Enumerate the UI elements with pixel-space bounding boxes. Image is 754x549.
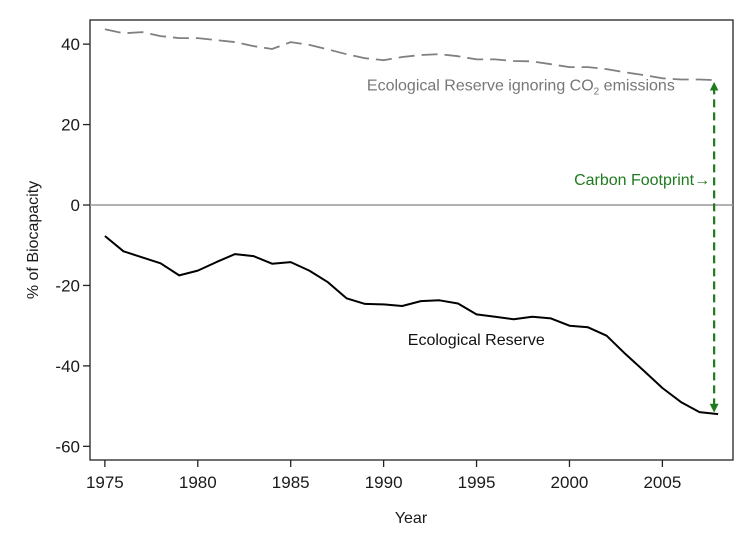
x-tick-label: 1985 bbox=[272, 473, 310, 492]
arrow-right-icon: → bbox=[694, 172, 710, 189]
y-tick-label: 0 bbox=[71, 196, 80, 215]
y-tick-label: -40 bbox=[55, 357, 80, 376]
y-tick-label: 40 bbox=[61, 35, 80, 54]
x-axis: 1975 1980 1985 1990 1995 2000 2005 bbox=[86, 460, 681, 492]
series-layer bbox=[104, 28, 719, 416]
x-tick-label: 1975 bbox=[86, 473, 124, 492]
x-tick-label: 1980 bbox=[179, 473, 217, 492]
series-label-suffix: emissions bbox=[599, 77, 675, 94]
carbon-footprint-label: Carbon Footprint→ bbox=[574, 172, 710, 189]
series-line-ecological-reserve bbox=[104, 235, 719, 416]
x-tick-label: 2000 bbox=[551, 473, 589, 492]
x-axis-title: Year bbox=[395, 510, 428, 527]
series-line-ignoring-co2 bbox=[104, 28, 719, 82]
y-tick-label: -20 bbox=[55, 276, 80, 295]
y-tick-label: 20 bbox=[61, 116, 80, 135]
series-label-subscript: 2 bbox=[594, 86, 600, 97]
series-label-main: Ecological Reserve ignoring CO bbox=[367, 77, 594, 94]
x-tick-label: 1995 bbox=[458, 473, 496, 492]
carbon-footprint-text: Carbon Footprint bbox=[574, 172, 695, 189]
x-tick-label: 1990 bbox=[365, 473, 403, 492]
series-label-ignoring-co2: Ecological Reserve ignoring CO2 emission… bbox=[367, 77, 675, 97]
plot-frame bbox=[89, 19, 734, 461]
y-axis: 40 20 0 -20 -40 -60 bbox=[55, 35, 90, 456]
y-axis-title: % of Biocapacity bbox=[25, 181, 42, 299]
x-tick-label: 2005 bbox=[643, 473, 681, 492]
series-label-ecological-reserve: Ecological Reserve bbox=[408, 332, 545, 349]
y-tick-label: -60 bbox=[55, 437, 80, 456]
